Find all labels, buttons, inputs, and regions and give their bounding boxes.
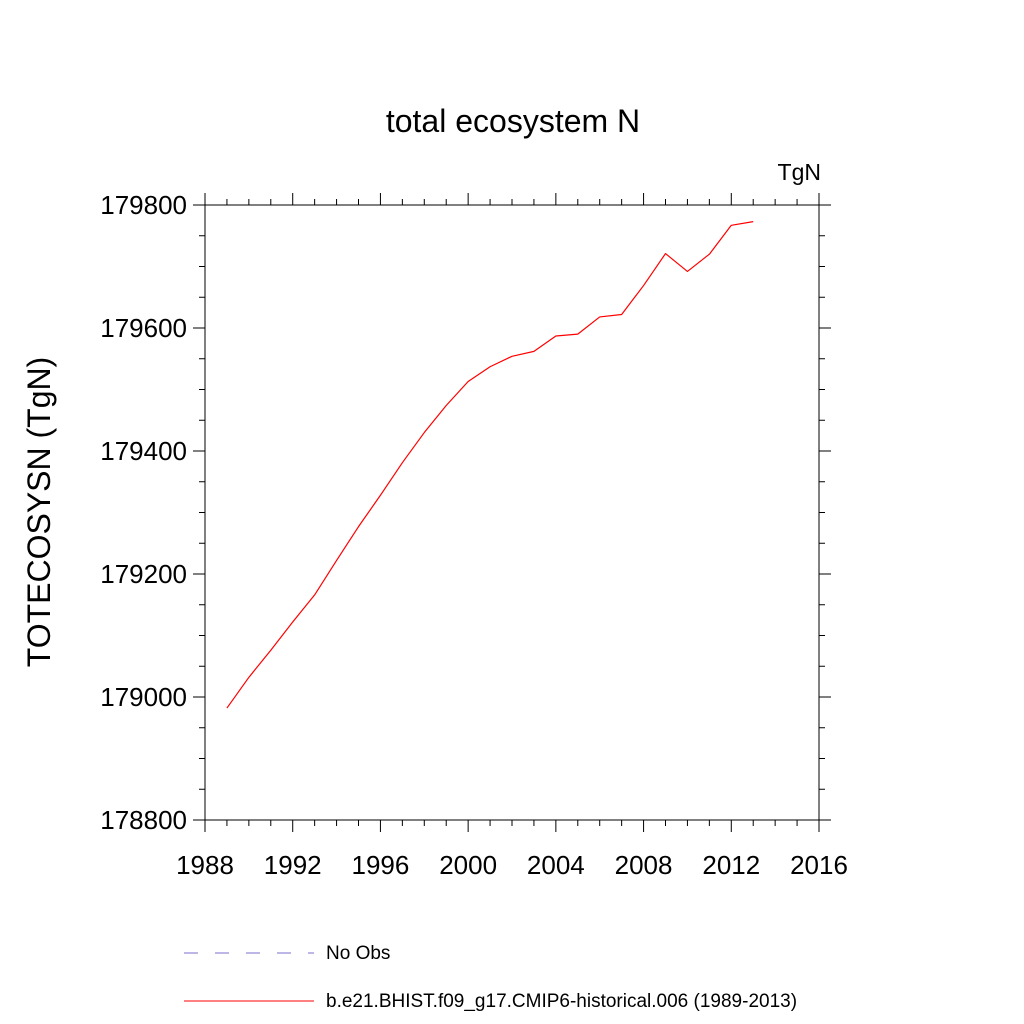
x-tick-label-2012: 2012 — [702, 850, 760, 880]
x-tick-label-1988: 1988 — [176, 850, 234, 880]
plot-frame — [204, 204, 820, 821]
x-tick-label-2004: 2004 — [527, 850, 585, 880]
y-axis: 178800 179000 179200 179400 179600 179800 — [100, 190, 831, 835]
y-tick-label-179400: 179400 — [100, 436, 187, 466]
x-tick-label-2000: 2000 — [439, 850, 497, 880]
legend-label-historical: b.e21.BHIST.f09_g17.CMIP6-historical.006… — [326, 991, 797, 1012]
y-tick-label-179600: 179600 — [100, 313, 187, 343]
legend: No Obs b.e21.BHIST.f09_g17.CMIP6-histori… — [184, 943, 797, 1012]
chart-title: total ecosystem N — [386, 103, 640, 139]
series-layer — [226, 221, 754, 709]
y-tick-label-178800: 178800 — [100, 805, 187, 835]
y-tick-label-179800: 179800 — [100, 190, 187, 220]
series-line-0 — [226, 221, 754, 709]
x-tick-label-2008: 2008 — [615, 850, 673, 880]
x-tick-label-1996: 1996 — [352, 850, 410, 880]
y-tick-label-179200: 179200 — [100, 559, 187, 589]
x-axis: 1988 1992 1996 2000 2004 2008 2012 2016 — [176, 193, 848, 880]
legend-label-no-obs: No Obs — [326, 943, 390, 964]
units-label: TgN — [778, 159, 821, 185]
y-tick-label-179000: 179000 — [100, 682, 187, 712]
x-tick-label-2016: 2016 — [790, 850, 848, 880]
y-axis-label: TOTECOSYSN (TgN) — [21, 357, 57, 668]
minor-ticks — [199, 199, 825, 826]
x-tick-label-1992: 1992 — [264, 850, 322, 880]
